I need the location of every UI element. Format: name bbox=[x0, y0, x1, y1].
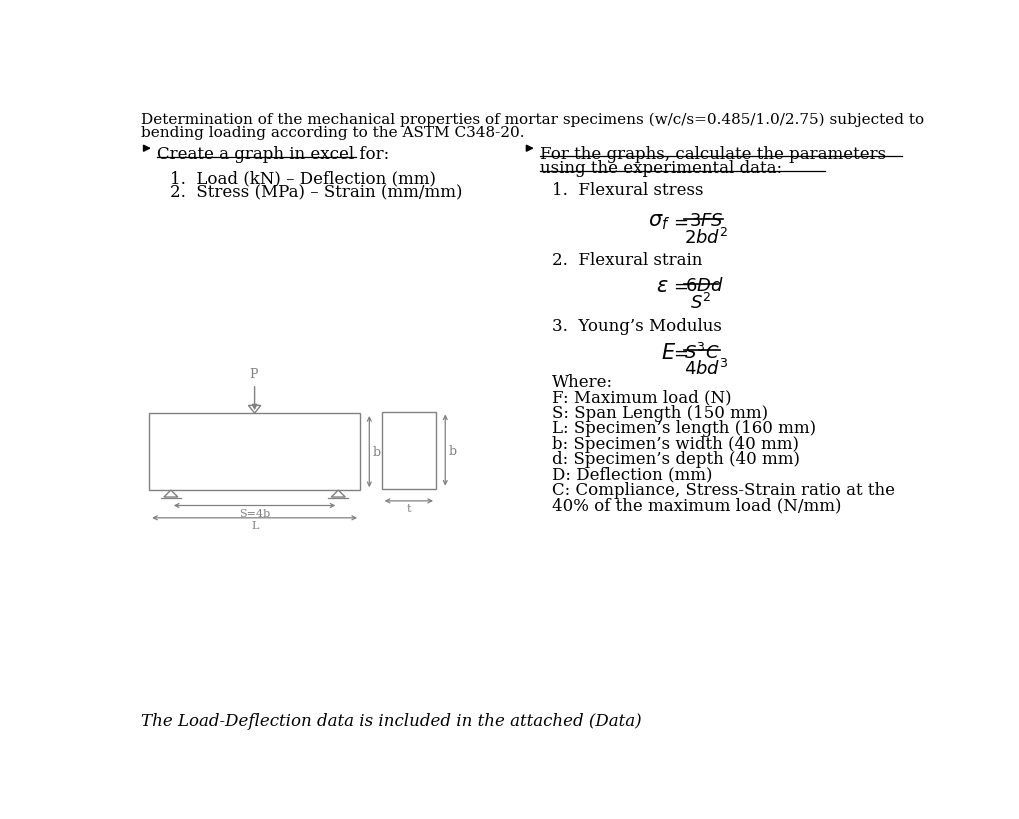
Polygon shape bbox=[164, 491, 177, 497]
Text: Create a graph in excel for:: Create a graph in excel for: bbox=[157, 146, 389, 163]
Text: $S^2$: $S^2$ bbox=[690, 292, 711, 312]
Text: 1.  Flexural stress: 1. Flexural stress bbox=[551, 181, 703, 198]
Text: 40% of the maximum load (N/mm): 40% of the maximum load (N/mm) bbox=[551, 496, 841, 514]
Text: $=$: $=$ bbox=[669, 212, 688, 230]
Text: Determination of the mechanical properties of mortar specimens (w/c/s=0.485/1.0/: Determination of the mechanical properti… bbox=[142, 112, 923, 126]
Text: L: Specimen’s length (160 mm): L: Specimen’s length (160 mm) bbox=[551, 420, 815, 437]
Text: b: Specimen’s width (40 mm): b: Specimen’s width (40 mm) bbox=[551, 435, 799, 452]
Text: $\sigma_f$: $\sigma_f$ bbox=[648, 212, 669, 232]
Text: d: Specimen’s depth (40 mm): d: Specimen’s depth (40 mm) bbox=[551, 450, 800, 468]
Text: D: Deflection (mm): D: Deflection (mm) bbox=[551, 466, 712, 483]
Text: L: L bbox=[251, 521, 258, 531]
Text: P: P bbox=[250, 368, 258, 381]
Text: For the graphs, calculate the parameters: For the graphs, calculate the parameters bbox=[539, 146, 886, 163]
Text: The Load-Deflection data is included in the attached (Data): The Load-Deflection data is included in … bbox=[142, 712, 641, 729]
Text: S=4b: S=4b bbox=[238, 508, 270, 518]
Text: $6Dd$: $6Dd$ bbox=[685, 277, 723, 295]
Text: 2.  Stress (MPa) – Strain (mm/mm): 2. Stress (MPa) – Strain (mm/mm) bbox=[170, 184, 463, 201]
Text: 3.  Young’s Modulus: 3. Young’s Modulus bbox=[551, 318, 721, 334]
Text: $=$: $=$ bbox=[669, 343, 688, 361]
Text: F: Maximum load (N): F: Maximum load (N) bbox=[551, 389, 731, 406]
Text: Where:: Where: bbox=[551, 373, 612, 391]
Bar bbox=[381, 412, 435, 489]
Text: $4bd^3$: $4bd^3$ bbox=[684, 358, 728, 378]
Text: t: t bbox=[407, 504, 411, 514]
Text: bending loading according to the ASTM C348-20.: bending loading according to the ASTM C3… bbox=[142, 126, 525, 140]
Text: 2.  Flexural strain: 2. Flexural strain bbox=[551, 252, 702, 269]
Text: $2bd^2$: $2bd^2$ bbox=[684, 228, 728, 247]
Text: S: Span Length (150 mm): S: Span Length (150 mm) bbox=[551, 405, 767, 421]
Bar bbox=[149, 414, 360, 491]
Text: $S^3C$: $S^3C$ bbox=[684, 343, 719, 363]
Text: b: b bbox=[372, 446, 380, 459]
Polygon shape bbox=[331, 491, 345, 497]
Text: 1.  Load (kN) – Deflection (mm): 1. Load (kN) – Deflection (mm) bbox=[170, 170, 436, 187]
Text: $E$: $E$ bbox=[660, 343, 676, 363]
Text: C: Compliance, Stress-Strain ratio at the: C: Compliance, Stress-Strain ratio at th… bbox=[551, 482, 895, 498]
Text: using the experimental data:: using the experimental data: bbox=[539, 160, 782, 177]
Text: $=$: $=$ bbox=[669, 277, 688, 295]
Polygon shape bbox=[249, 406, 261, 414]
Text: $\varepsilon$: $\varepsilon$ bbox=[655, 277, 667, 296]
Text: b: b bbox=[448, 444, 457, 457]
Text: $3FS$: $3FS$ bbox=[688, 212, 722, 230]
